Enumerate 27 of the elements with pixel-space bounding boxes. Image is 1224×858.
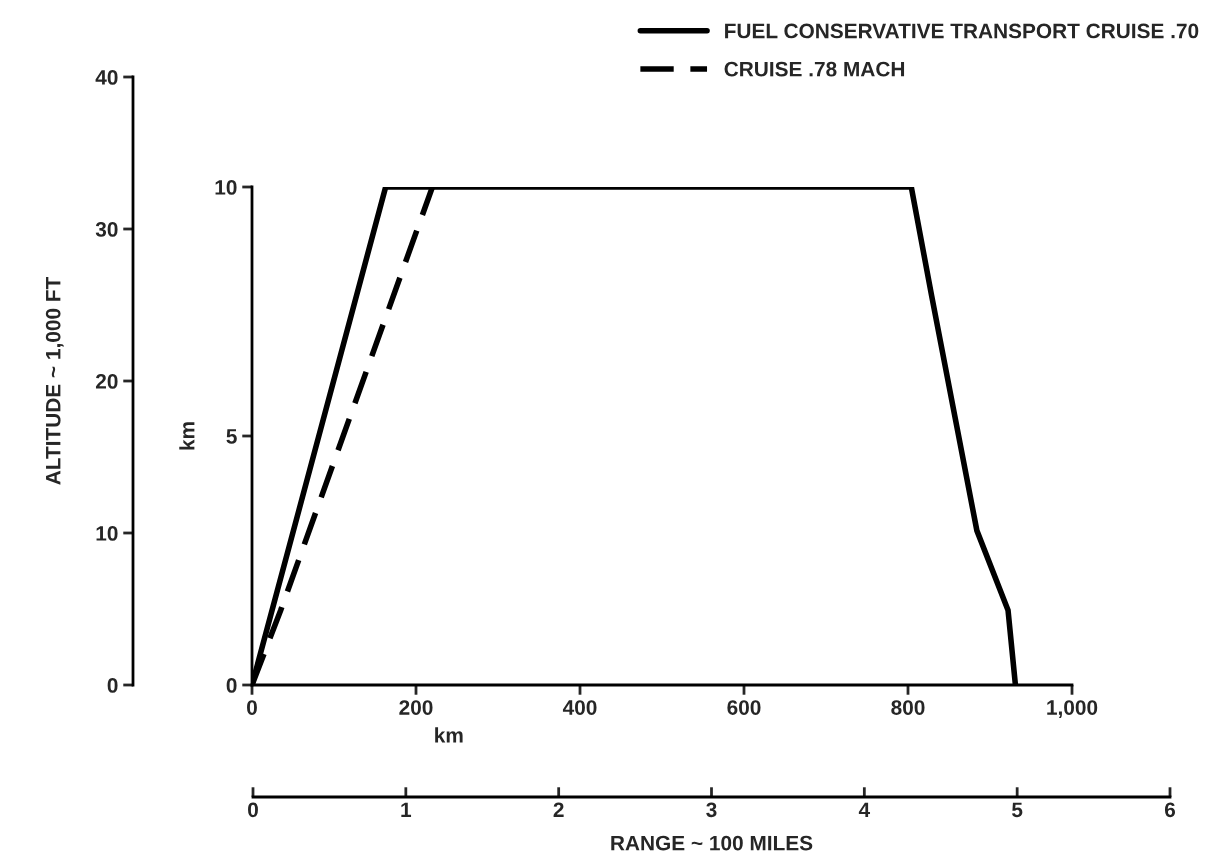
y2-tick-label: 0 [107,678,118,693]
x-tick-label: 1,000 [1047,700,1098,718]
x2-tick-label: 5 [1012,802,1023,818]
x2-tick-label: 1 [401,802,412,817]
legend-label: FUEL CONSERVATIVE TRANSPORT CRUISE .70 [725,23,1199,39]
y2-tick-label: 30 [95,222,118,237]
y2-tick-label: 20 [95,374,118,389]
y-tick-label: 10 [215,180,237,195]
x2-tick-label: 4 [858,802,871,817]
y-axis-title: km [179,422,195,450]
x-tick-label: 800 [891,700,925,715]
x-tick-label: 200 [399,700,433,715]
x2-axis-title: RANGE ~ 100 MILES [611,835,813,851]
x-tick-label: 0 [247,700,257,715]
y2-tick-label: 10 [96,526,118,541]
legend-label: CRUISE .78 MACH [724,61,905,77]
x-axis-title: km [435,727,463,743]
y2-tick-label: 40 [95,70,118,85]
y2-axis-title: ALTITUDE ~ 1,000 FT [45,276,64,485]
x2-tick-label: 3 [706,802,717,818]
x2-tick-label: 2 [553,802,564,817]
x2-tick-label: 6 [1164,802,1176,818]
y-tick-label: 0 [226,678,237,693]
x-tick-label: 400 [562,700,597,715]
x2-tick-label: 0 [248,802,258,818]
y-tick-label: 5 [226,429,237,444]
x-tick-label: 600 [727,700,761,715]
